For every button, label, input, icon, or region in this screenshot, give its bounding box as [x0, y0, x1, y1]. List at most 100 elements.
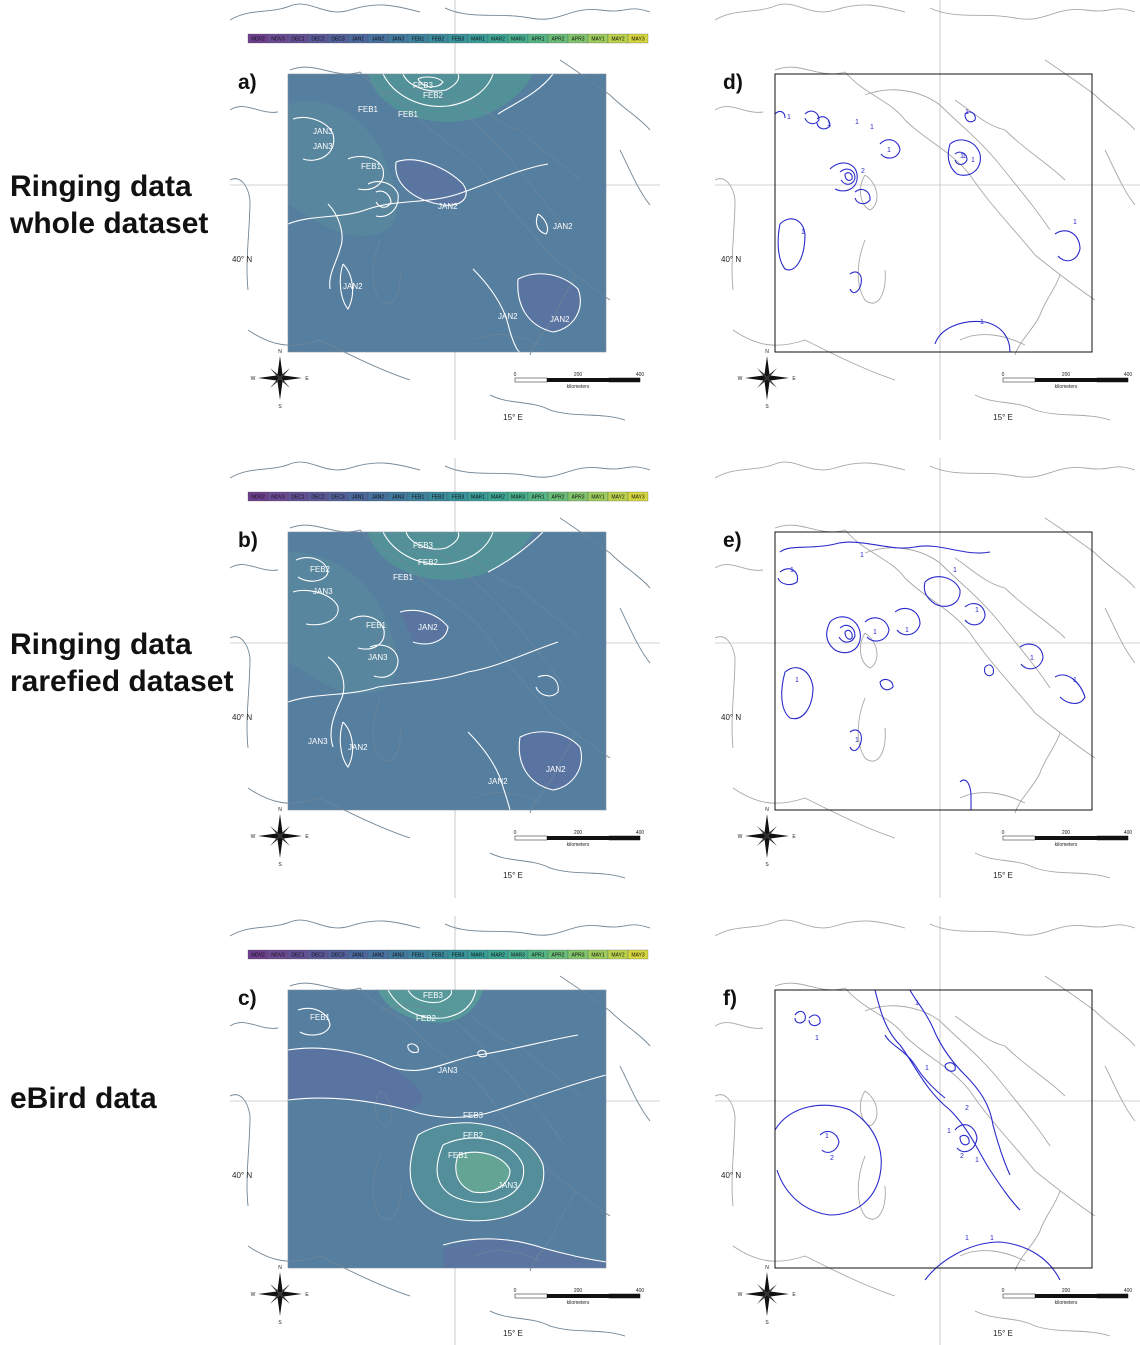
- legend-label: DEC1: [291, 37, 305, 43]
- contour-line: [849, 271, 862, 294]
- coastline: [469, 99, 581, 181]
- coastline: [1104, 1065, 1136, 1122]
- compass-e: E: [305, 376, 309, 382]
- scale-unit: kilometers: [567, 1300, 590, 1306]
- legend-label: DEC1: [291, 953, 305, 959]
- contour-label: FEB1: [366, 621, 387, 630]
- contour-line: [954, 1124, 978, 1153]
- coastline: [230, 178, 251, 291]
- contour-label: 1: [801, 229, 805, 236]
- contour-map: 1 1 1 1 1 1 1 1 1 1: [774, 531, 1093, 811]
- compass-w: W: [251, 1292, 256, 1298]
- contour-fill: [288, 552, 397, 695]
- panel-label: c): [238, 987, 257, 1010]
- legend-label: MAY3: [631, 37, 644, 43]
- contour-fill: [288, 1048, 423, 1110]
- coastline: [715, 178, 736, 291]
- compass-n: N: [765, 807, 769, 813]
- contour-line: [287, 1074, 607, 1119]
- coastline: [230, 461, 421, 479]
- contour-line: [455, 1151, 511, 1194]
- coastline: [379, 89, 566, 231]
- legend-label: APR1: [531, 37, 544, 43]
- legend-label: FEB3: [452, 37, 465, 43]
- coastline: [974, 1310, 1111, 1337]
- coastline: [474, 1250, 541, 1262]
- coastline: [732, 787, 896, 839]
- compass-n: N: [278, 349, 282, 355]
- contour-label: JAN3: [368, 653, 388, 662]
- contour-line: [774, 1104, 882, 1216]
- coastline: [859, 1090, 878, 1127]
- coastline: [715, 919, 906, 937]
- coastline: [559, 59, 651, 131]
- map-frame: [287, 989, 607, 1269]
- legend-label: NOV2: [251, 953, 265, 959]
- compass-w: W: [251, 376, 256, 382]
- compass-s: S: [278, 404, 282, 410]
- compass-e: E: [305, 834, 309, 840]
- longitude-label: 15° E: [503, 1329, 523, 1338]
- contour-label: FEB1: [393, 573, 414, 582]
- row-label-3-line1: eBird data: [10, 1082, 157, 1115]
- contour-line: [347, 155, 384, 191]
- legend-label: DEC3: [331, 953, 345, 959]
- contour-line: [292, 116, 335, 161]
- coastline: [619, 1065, 651, 1122]
- legend-label: JAN1: [352, 953, 364, 959]
- contour-line: [923, 576, 961, 607]
- contour-line: [477, 1049, 487, 1058]
- scale-label-0: 0: [514, 830, 517, 836]
- contour-line: [884, 1034, 946, 1099]
- contour-line: [849, 729, 862, 752]
- contour-line: [382, 531, 494, 565]
- map-tint: [288, 74, 606, 352]
- contour-label: 1: [870, 124, 874, 131]
- contour-line: [339, 721, 354, 768]
- legend-label: DEC3: [331, 37, 345, 43]
- compass-w: W: [738, 834, 743, 840]
- legend-label: APR1: [531, 495, 544, 501]
- contour-line: [874, 989, 1021, 1211]
- compass-s: S: [765, 862, 769, 868]
- legend-label: DEC2: [311, 953, 325, 959]
- coastline: [230, 1022, 279, 1029]
- coastline: [929, 7, 1136, 20]
- contour-line: [829, 162, 858, 192]
- coastline: [619, 607, 651, 664]
- compass-s: S: [278, 862, 282, 868]
- compass-e: E: [305, 1292, 309, 1298]
- coastline: [857, 239, 886, 304]
- legend-label: JAN2: [372, 37, 384, 43]
- contour-label: 1: [962, 153, 966, 160]
- coastline: [230, 919, 421, 937]
- contour-label: 1: [975, 1157, 979, 1164]
- contour-line: [804, 110, 820, 125]
- coastline: [230, 1022, 279, 1029]
- scale-label-200: 200: [1062, 372, 1071, 378]
- contour-line: [405, 531, 460, 550]
- map-svg: f) 1 1 1 2 1 2 1 1 2 1 1 40° N 15° E N S E W 0 200 400 kilome…: [715, 916, 1140, 1345]
- legend-label: JAN3: [392, 953, 404, 959]
- contour-label: 1: [1073, 677, 1077, 684]
- coastline: [974, 852, 1111, 879]
- contour-map: 1 1 1 2 1 2 1 1 2 1 1: [774, 989, 1093, 1281]
- contour-line: [407, 1043, 419, 1054]
- scale-bar: 0 200 400 kilometers: [514, 372, 645, 390]
- panel-label: b): [238, 529, 258, 552]
- contour-line: [781, 667, 814, 720]
- scale-bar: 0 200 400 kilometers: [514, 1288, 645, 1306]
- compass-e: E: [792, 1292, 796, 1298]
- map-panel-a: NOV2 NOV3 DEC1 DEC2 DEC3 JAN1 JAN2 JAN3 FEB1 FEB2…: [230, 0, 660, 440]
- contour-line: [816, 116, 831, 130]
- scale-label-200: 200: [1062, 830, 1071, 836]
- legend-label: DEC3: [331, 495, 345, 501]
- map-frame: [287, 531, 607, 811]
- latitude-label: 40° N: [721, 713, 741, 722]
- contour-line: [339, 263, 354, 310]
- contour-line: [959, 1134, 970, 1146]
- coastline: [379, 547, 566, 689]
- contour-label: 1: [790, 567, 794, 574]
- scale-label-0: 0: [1002, 830, 1005, 836]
- legend-label: MAY2: [611, 37, 624, 43]
